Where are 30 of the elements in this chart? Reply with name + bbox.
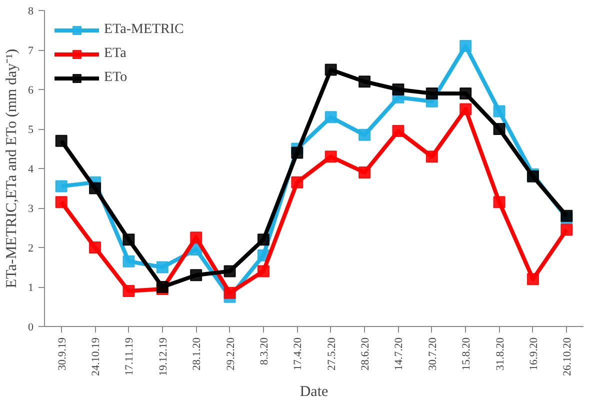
x-tick-label: 14.7.20 — [393, 337, 406, 370]
y-tick-label: 7 — [28, 45, 34, 57]
legend-label: ETa-METRIC — [104, 22, 184, 38]
x-tick-label: 24.10.19 — [90, 337, 102, 376]
y-tick-label: 4 — [28, 164, 34, 176]
y-tick-label: 1 — [28, 282, 34, 294]
x-tick-label: 8.3.20 — [258, 337, 270, 365]
x-tick-label: 28.6.20 — [360, 337, 372, 370]
legend-label: ETa — [104, 46, 126, 62]
x-tick-label: 30.7.20 — [426, 337, 439, 370]
x-axis-title: Date — [300, 384, 328, 400]
y-axis-title: ETa-METRIC,ETa and ETo (mm day⁻¹) — [4, 48, 20, 288]
x-tick-label: 31.8.20 — [494, 337, 506, 370]
x-tick-label: 30.9.19 — [56, 337, 68, 370]
y-tick-label: 6 — [28, 84, 34, 96]
y-tick-label: 0 — [28, 322, 34, 334]
x-tick-label: 26.10.20 — [562, 337, 574, 376]
y-tick-label: 5 — [28, 124, 34, 136]
x-tick-label: 19.12.19 — [157, 337, 170, 376]
x-tick-label: 17.11.19 — [124, 337, 136, 376]
x-tick-label: 17.4.20 — [292, 337, 304, 370]
x-tick-label: 27.5.20 — [326, 337, 338, 370]
x-tick-label: 16.9.20 — [528, 337, 540, 370]
x-tick-label: 15.8.20 — [460, 337, 473, 370]
x-tick-label: 28.1.20 — [191, 337, 204, 370]
y-tick-label: 2 — [28, 242, 34, 254]
y-tick-label: 8 — [28, 6, 34, 18]
x-tick-label: 29.2.20 — [224, 337, 237, 370]
y-tick-label: 3 — [28, 203, 34, 215]
legend-label: ETo — [104, 70, 128, 86]
